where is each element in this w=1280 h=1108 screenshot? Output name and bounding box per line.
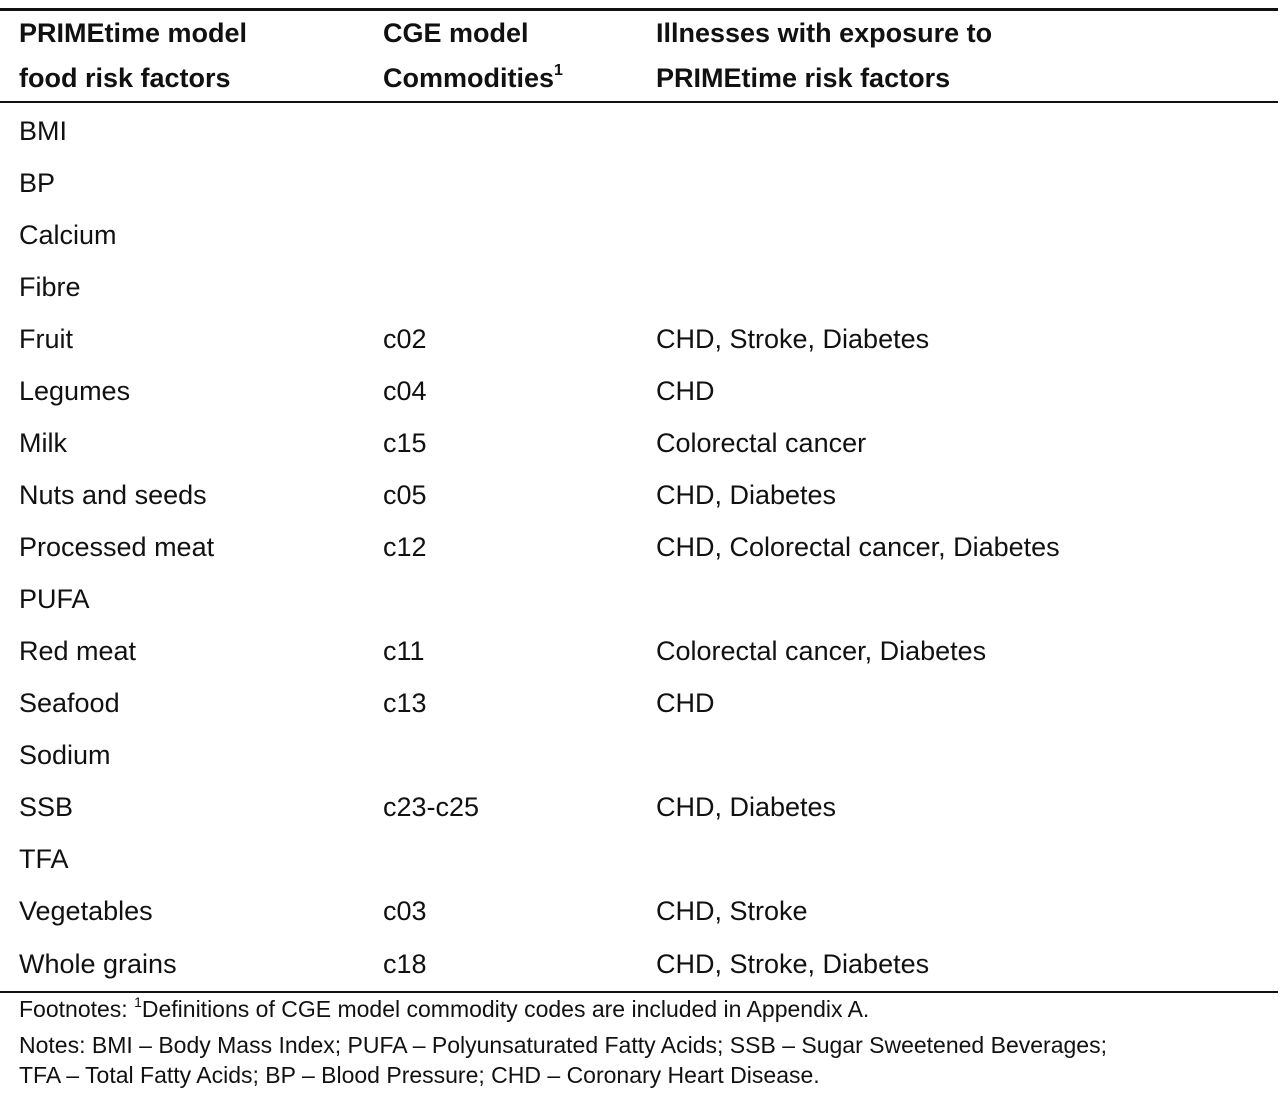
cell-risk-factor: Nuts and seeds <box>19 479 207 510</box>
cell-commodity <box>364 102 637 157</box>
cell-risk-factor: Fibre <box>19 271 81 302</box>
table-row: Seafood c13 CHD <box>0 677 1278 729</box>
table-notes: Footnotes: 1Definitions of CGE model com… <box>19 994 1269 1090</box>
cell-risk-factor: TFA <box>19 843 69 874</box>
footnote: Footnotes: 1Definitions of CGE model com… <box>19 994 1269 1024</box>
cell-commodity <box>364 833 637 885</box>
header-line: PRIMEtime model <box>19 18 248 48</box>
cell-commodity <box>364 729 637 781</box>
header-line: PRIMEtime risk factors <box>656 63 951 93</box>
cell-risk-factor: BMI <box>19 115 68 146</box>
cell-risk-factor: Legumes <box>19 375 131 406</box>
cell-illness <box>637 102 1278 157</box>
cell-illness: CHD, Stroke, Diabetes <box>656 323 930 354</box>
cell-illness <box>637 157 1278 209</box>
cell-risk-factor: SSB <box>19 791 74 822</box>
table-row: Whole grains c18 CHD, Stroke, Diabetes <box>0 937 1278 993</box>
footnote-marker: 1 <box>134 994 142 1010</box>
cell-risk-factor: PUFA <box>19 583 90 614</box>
cell-illness: CHD, Diabetes <box>656 791 837 822</box>
table-row: Red meat c11 Colorectal cancer, Diabetes <box>0 625 1278 677</box>
cell-illness <box>637 573 1278 625</box>
header-illnesses: Illnesses with exposure to PRIMEtime ris… <box>637 8 1278 103</box>
cell-illness <box>637 261 1278 313</box>
header-row: PRIMEtime model food risk factors CGE mo… <box>0 8 1278 103</box>
cell-illness: CHD, Colorectal cancer, Diabetes <box>656 531 1060 562</box>
cell-illness <box>637 729 1278 781</box>
cell-commodity <box>364 573 637 625</box>
cell-commodity: c18 <box>364 937 637 993</box>
cell-commodity: c05 <box>383 479 427 510</box>
header-line: food risk factors <box>19 63 231 93</box>
cell-commodity: c12 <box>383 531 427 562</box>
table-row: Legumes c04 CHD <box>0 365 1278 417</box>
table-row: Processed meat c12 CHD, Colorectal cancer,… <box>0 521 1278 573</box>
table-row: TFA <box>0 833 1278 885</box>
header-cge-commodities: CGE model Commodities1 <box>364 8 637 103</box>
cell-commodity: c15 <box>383 427 427 458</box>
cell-commodity: c02 <box>383 323 427 354</box>
header-food-risk-factors: PRIMEtime model food risk factors <box>0 8 364 103</box>
table-row: Milk c15 Colorectal cancer <box>0 417 1278 469</box>
cell-illness <box>637 833 1278 885</box>
header-line: CGE model <box>383 18 529 48</box>
cell-risk-factor: Fruit <box>19 323 73 354</box>
table-row: BMI <box>0 102 1278 157</box>
table-row: Vegetables c03 CHD, Stroke <box>0 885 1278 937</box>
risk-factor-table: PRIMEtime model food risk factors CGE mo… <box>0 8 1278 993</box>
cell-risk-factor: Calcium <box>19 219 117 250</box>
cell-risk-factor: Seafood <box>19 687 120 718</box>
cell-commodity: c03 <box>383 895 427 926</box>
cell-illness: CHD, Stroke, Diabetes <box>637 937 1278 993</box>
table-body: BMI BP Calcium Fibre Fruit c02 CHD, Stroke, Di… <box>0 102 1278 993</box>
cell-risk-factor: Milk <box>19 427 67 458</box>
notes-line: Notes: BMI – Body Mass Index; PUFA – Pol… <box>19 1032 1107 1058</box>
table-row: PUFA <box>0 573 1278 625</box>
notes-line: TFA – Total Fatty Acids; BP – Blood Pres… <box>19 1062 820 1088</box>
cell-risk-factor: Whole grains <box>0 937 364 993</box>
cell-risk-factor: Vegetables <box>19 895 153 926</box>
cell-illness: CHD <box>656 375 715 406</box>
cell-commodity: c04 <box>383 375 427 406</box>
cell-risk-factor: Sodium <box>19 739 111 770</box>
cell-risk-factor: Red meat <box>19 635 137 666</box>
cell-commodity <box>364 209 637 261</box>
footnote-marker: 1 <box>554 62 563 79</box>
cell-commodity <box>364 157 637 209</box>
cell-illness: Colorectal cancer, Diabetes <box>656 635 987 666</box>
cell-illness: CHD <box>656 687 715 718</box>
table-row: SSB c23-c25 CHD, Diabetes <box>0 781 1278 833</box>
cell-illness: CHD, Stroke <box>656 895 808 926</box>
table-row: BP <box>0 157 1278 209</box>
header-line: Illnesses with exposure to <box>656 18 993 48</box>
table-header: PRIMEtime model food risk factors CGE mo… <box>0 8 1278 103</box>
table-row: Calcium <box>0 209 1278 261</box>
cell-illness: CHD, Diabetes <box>656 479 837 510</box>
table-row: Fibre <box>0 261 1278 313</box>
cell-illness: Colorectal cancer <box>656 427 867 458</box>
footnote-text: Definitions of CGE model commodity codes… <box>141 996 870 1022</box>
header-line-with-sup: Commodities1 <box>383 56 637 101</box>
table-row: Sodium <box>0 729 1278 781</box>
cell-commodity: c13 <box>383 687 427 718</box>
footnote-prefix: Footnotes: <box>19 996 135 1022</box>
cell-risk-factor: BP <box>19 167 56 198</box>
cell-commodity: c11 <box>383 635 425 666</box>
abbreviation-notes: Notes: BMI – Body Mass Index; PUFA – Pol… <box>19 1030 1269 1090</box>
cell-illness <box>637 209 1278 261</box>
table-row: Nuts and seeds c05 CHD, Diabetes <box>0 469 1278 521</box>
cell-commodity <box>364 261 637 313</box>
table-row: Fruit c02 CHD, Stroke, Diabetes <box>0 313 1278 365</box>
cell-commodity: c23-c25 <box>383 791 480 822</box>
header-line: Commodities <box>383 63 555 93</box>
cell-risk-factor: Processed meat <box>19 531 215 562</box>
